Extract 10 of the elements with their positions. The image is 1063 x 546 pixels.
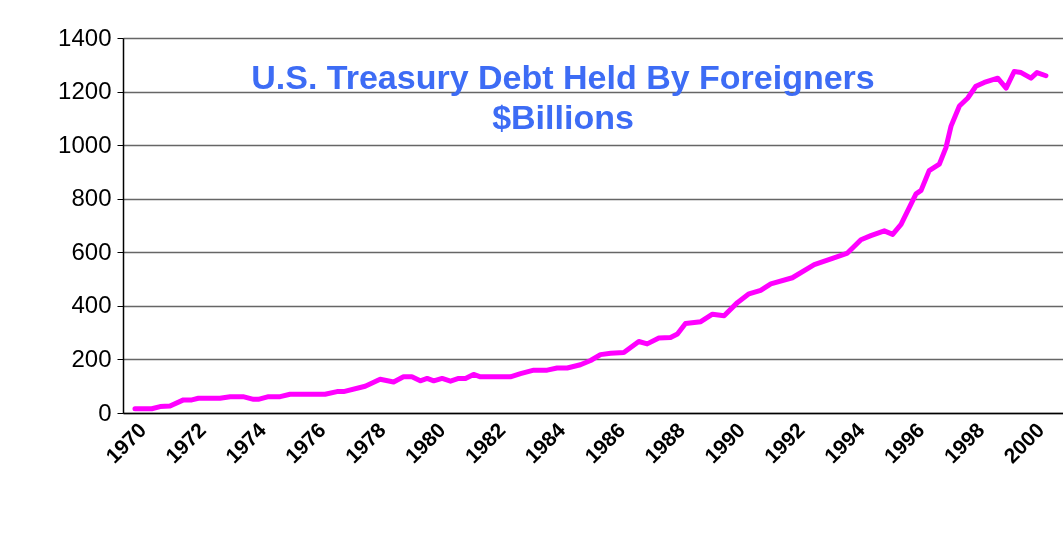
text: $Billions bbox=[492, 98, 634, 136]
y-tick-label: 400 bbox=[71, 291, 112, 319]
y-tick-label: 1000 bbox=[58, 130, 112, 158]
y-tick-label: 1200 bbox=[58, 77, 112, 105]
y-tick-label: 200 bbox=[71, 344, 112, 372]
text: U.S. Treasury Debt Held By Foreigners bbox=[251, 58, 875, 96]
y-tick-label: 800 bbox=[71, 184, 112, 212]
y-tick-label: 1400 bbox=[58, 23, 112, 51]
y-tick-label: 600 bbox=[71, 237, 112, 265]
y-tick-label: 0 bbox=[98, 398, 112, 426]
